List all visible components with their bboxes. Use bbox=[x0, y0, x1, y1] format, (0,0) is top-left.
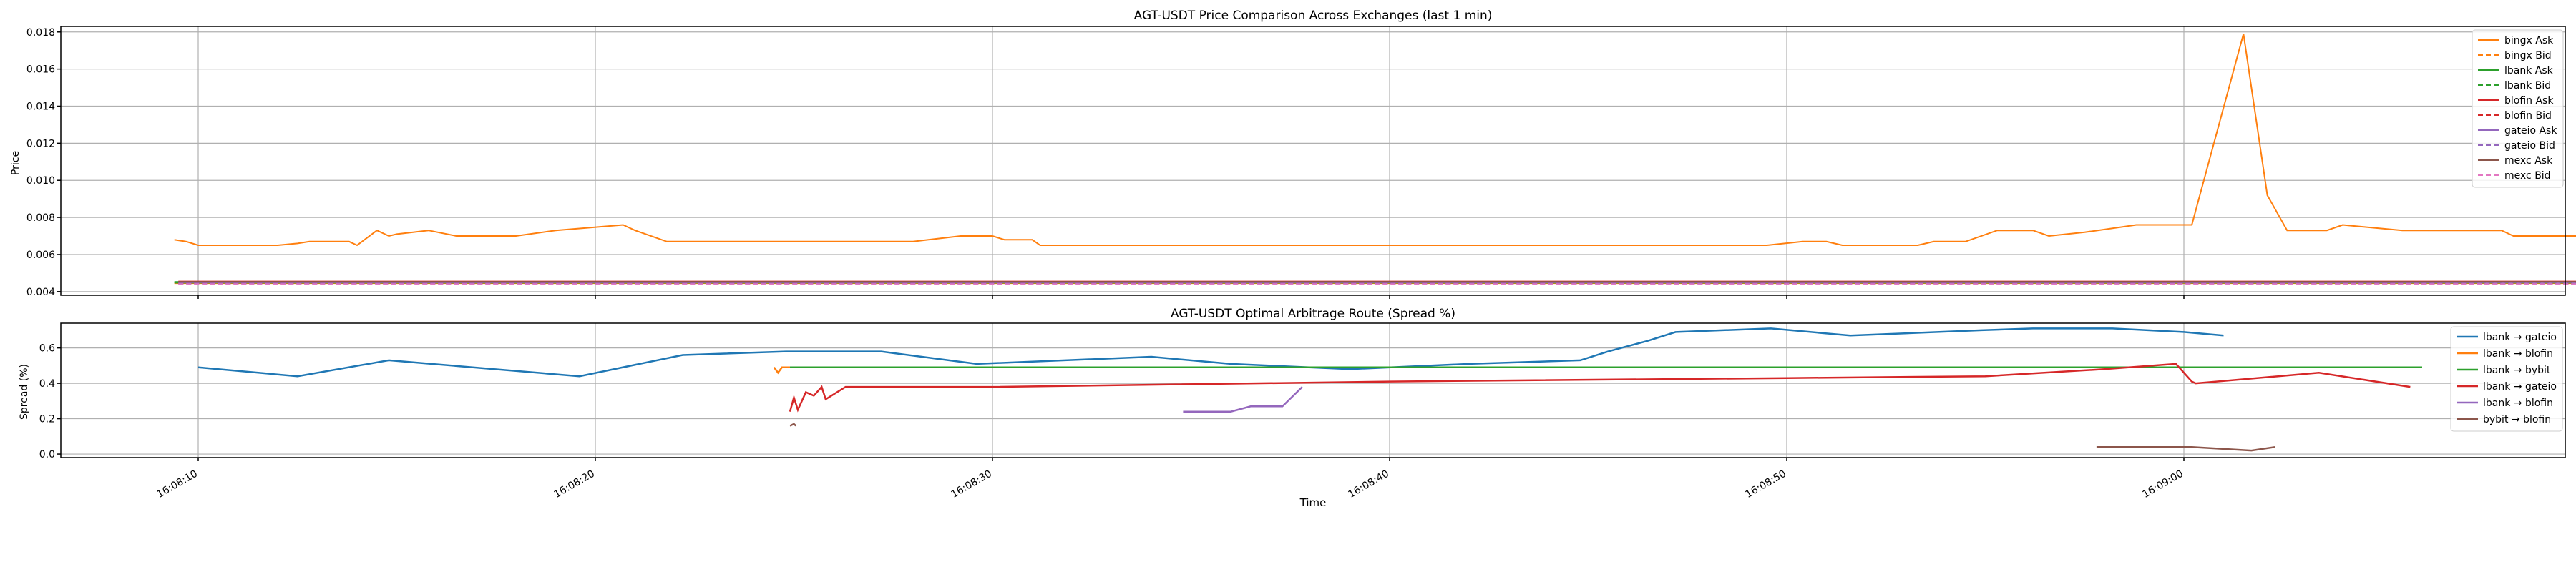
spread-legend-label: lbank → gateio bbox=[2483, 332, 2557, 343]
time-x-axis-label: Time bbox=[1299, 496, 1327, 509]
price-legend-label: lbank Bid bbox=[2504, 80, 2551, 92]
spread-legend-label: lbank → gateio bbox=[2483, 381, 2557, 393]
spread-series-lbank-to-blofin bbox=[1183, 386, 1303, 413]
price-y-tick-label: 0.014 bbox=[26, 102, 55, 113]
price-legend-label: blofin Ask bbox=[2504, 95, 2554, 107]
spread-y-tick-label: 0.2 bbox=[39, 414, 55, 425]
price-plot-frame bbox=[60, 26, 2566, 296]
spread-legend-label: lbank → blofin bbox=[2483, 348, 2553, 360]
spread-series-bybit-to-blofin bbox=[2096, 445, 2275, 452]
price-legend-label: bingx Bid bbox=[2504, 50, 2552, 61]
spread-y-tick-label: 0.4 bbox=[39, 378, 55, 390]
price-y-tick-label: 0.008 bbox=[26, 212, 55, 224]
spread-legend: lbank → gateio lbank → blofin lbank → bybi… bbox=[2450, 326, 2563, 432]
spread-chart-title: AGT-USDT Optimal Arbitrage Route (Spread… bbox=[1171, 307, 1455, 321]
price-legend-label: blofin Bid bbox=[2504, 110, 2552, 122]
price-legend-label: mexc Ask bbox=[2504, 155, 2553, 167]
spread-legend-label: lbank → blofin bbox=[2483, 398, 2553, 409]
price-y-tick-label: 0.006 bbox=[26, 250, 55, 261]
spread-series-bybit-to-blofin bbox=[789, 423, 797, 427]
price-y-axis-label: Price bbox=[10, 151, 21, 175]
price-legend-label: gateio Ask bbox=[2504, 125, 2557, 137]
price-legend: bingx Ask bingx Bid lbank Ask lbank Bid blof… bbox=[2472, 29, 2564, 188]
spread-y-tick-label: 0.6 bbox=[39, 343, 55, 355]
price-y-tick-label: 0.010 bbox=[26, 175, 55, 187]
price-y-tick-label: 0.018 bbox=[26, 27, 55, 39]
price-y-tick-label: 0.016 bbox=[26, 64, 55, 76]
spread-y-axis-label: Spread (%) bbox=[19, 364, 30, 420]
price-legend-label: mexc Bid bbox=[2504, 170, 2551, 182]
price-comparison-chart: AGT-USDT Price Comparison Across Exchang… bbox=[10, 9, 2576, 299]
price-legend-label: gateio Bid bbox=[2504, 140, 2555, 152]
spread-legend-label: bybit → blofin bbox=[2483, 414, 2551, 425]
price-series-bingx-ask bbox=[174, 34, 2576, 247]
spread-legend-label: lbank → bybit bbox=[2483, 365, 2551, 376]
price-y-tick-label: 0.004 bbox=[26, 287, 55, 298]
spread-series-lbank-to-gateio bbox=[789, 363, 2411, 413]
price-chart-title: AGT-USDT Price Comparison Across Exchang… bbox=[1134, 9, 1493, 23]
spread-legend-box bbox=[2450, 326, 2563, 432]
price-y-tick-label: 0.012 bbox=[26, 138, 55, 149]
spread-y-tick-label: 0.0 bbox=[39, 449, 55, 460]
spread-plot-frame bbox=[60, 322, 2566, 458]
price-legend-label: lbank Ask bbox=[2504, 65, 2554, 77]
price-legend-label: bingx Ask bbox=[2504, 35, 2554, 46]
